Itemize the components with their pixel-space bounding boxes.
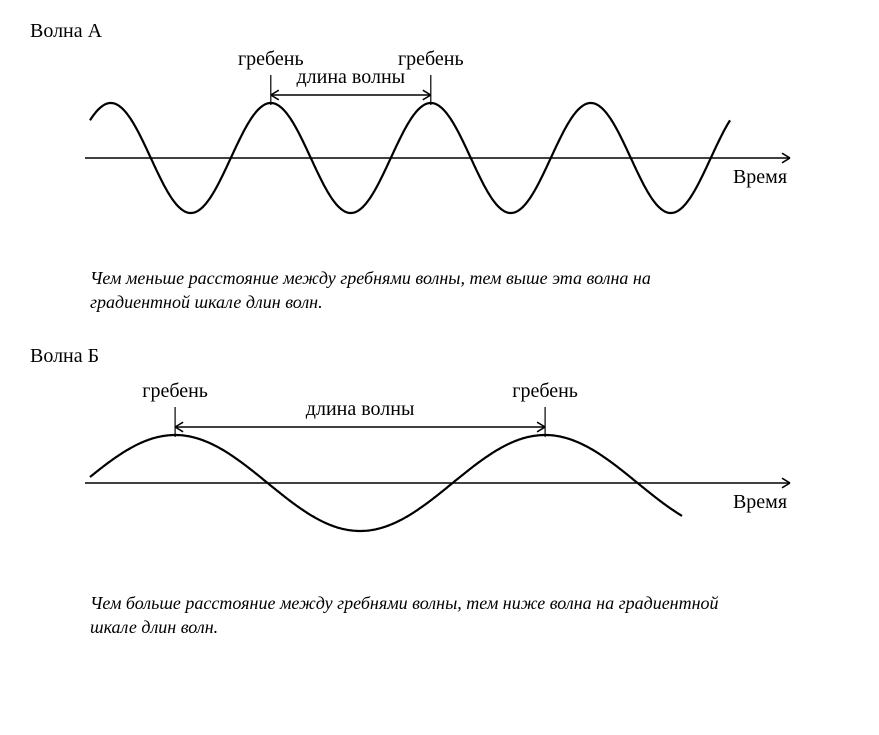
crest-label-left: гребень	[142, 380, 208, 402]
wavelength-label: длина волны	[296, 66, 405, 88]
crest-label-left: гребень	[237, 48, 303, 70]
wave-a-section: Волна А Время длина волныгребень гребень Ч…	[30, 20, 849, 315]
wave-b-diagram: Время длина волны гребень гребень	[50, 373, 830, 583]
wave-a-diagram: Время длина волныгребень гребень	[50, 48, 830, 258]
axis-label: Время	[732, 491, 786, 513]
wavelength-label: длина волны	[305, 398, 414, 420]
wave-b-section: Волна Б Время длина волны гребень гребень Ч…	[30, 345, 849, 640]
crest-label-right: гребень	[397, 48, 463, 70]
wave-a-caption: Чем меньше расстояние между гребнями вол…	[30, 258, 790, 315]
wave-b-title: Волна Б	[30, 345, 849, 368]
wave-b-svg-container: Время длина волны гребень гребень	[30, 373, 849, 583]
wave-b-caption: Чем больше расстояние между гребнями вол…	[30, 583, 790, 640]
crest-label-right: гребень	[512, 380, 578, 402]
wave-a-svg-container: Время длина волныгребень гребень	[30, 48, 849, 258]
axis-label: Время	[732, 166, 786, 188]
wave-a-title: Волна А	[30, 20, 849, 43]
